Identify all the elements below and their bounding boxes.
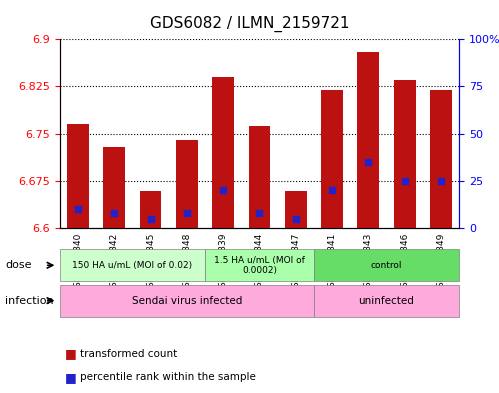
Text: uninfected: uninfected	[359, 296, 415, 306]
Text: transformed count: transformed count	[80, 349, 177, 359]
Bar	[321, 90, 343, 228]
FancyBboxPatch shape	[60, 249, 205, 281]
Text: GDS6082 / ILMN_2159721: GDS6082 / ILMN_2159721	[150, 16, 349, 32]
Bar	[285, 191, 307, 228]
Bar	[176, 140, 198, 228]
Bar	[140, 191, 162, 228]
FancyBboxPatch shape	[60, 285, 314, 317]
Bar	[103, 147, 125, 228]
Bar	[430, 90, 452, 228]
Text: ■: ■	[65, 371, 77, 384]
Bar	[67, 124, 89, 228]
Bar	[394, 80, 416, 228]
FancyBboxPatch shape	[314, 249, 459, 281]
Text: 1.5 HA u/mL (MOI of
0.0002): 1.5 HA u/mL (MOI of 0.0002)	[214, 255, 305, 275]
Bar	[249, 126, 270, 228]
FancyBboxPatch shape	[314, 285, 459, 317]
Text: percentile rank within the sample: percentile rank within the sample	[80, 372, 255, 382]
FancyBboxPatch shape	[205, 249, 314, 281]
Text: ■: ■	[65, 347, 77, 360]
Bar	[212, 77, 234, 228]
Bar	[357, 52, 379, 228]
Text: control: control	[371, 261, 402, 270]
Text: dose: dose	[5, 260, 31, 270]
Text: Sendai virus infected: Sendai virus infected	[132, 296, 242, 306]
Text: 150 HA u/mL (MOI of 0.02): 150 HA u/mL (MOI of 0.02)	[72, 261, 193, 270]
Text: infection: infection	[5, 296, 53, 306]
